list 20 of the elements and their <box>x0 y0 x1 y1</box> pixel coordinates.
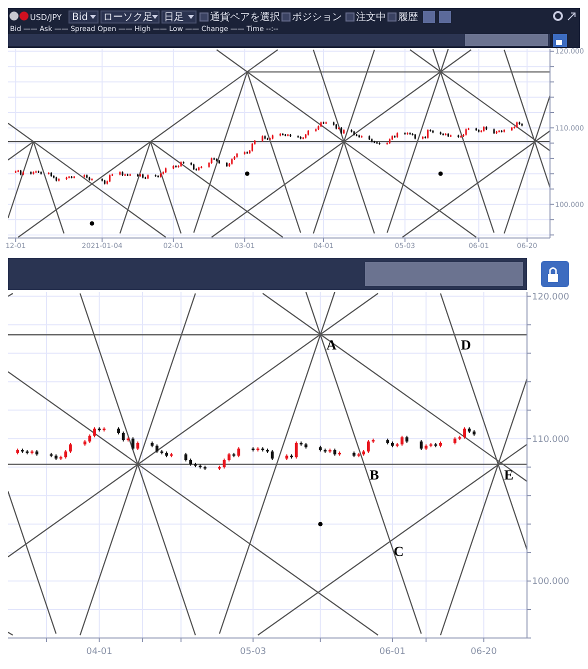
y-tick-label: 110.000 <box>532 434 570 445</box>
text: 日足 <box>164 12 184 23</box>
annotation: E <box>504 468 514 484</box>
annotation: C <box>394 545 404 560</box>
text: 履歴 <box>398 12 418 23</box>
text: 注文中 <box>356 11 386 23</box>
annotation: A <box>326 338 338 354</box>
text: USD/JPY <box>30 13 62 22</box>
x-tick-label: 06-20 <box>470 647 498 657</box>
text: Bid <box>72 12 88 23</box>
annotation: D <box>460 338 472 354</box>
x-tick-label: 05-03 <box>240 647 266 657</box>
y-tick-label: 100.000 <box>532 577 570 588</box>
y-tick-label: 120.000 <box>532 292 570 302</box>
x-tick-label: 06-01 <box>379 647 406 657</box>
annotation: B <box>370 468 379 484</box>
text: 通貨ペアを選択 <box>210 11 280 23</box>
text: ローソク足 <box>103 12 153 23</box>
x-tick-label: 04-01 <box>86 647 112 657</box>
text: ポジション <box>292 12 342 23</box>
